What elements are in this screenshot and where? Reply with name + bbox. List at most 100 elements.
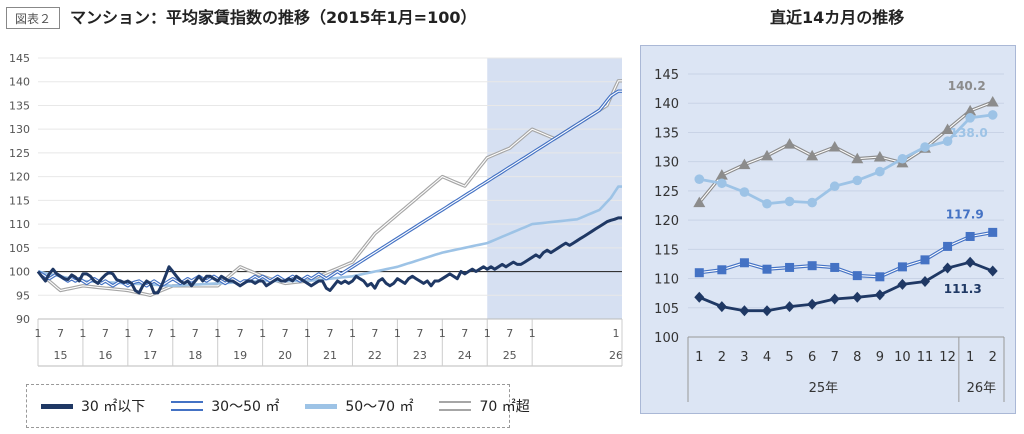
y-tick-label: 125	[654, 185, 679, 200]
marker-triangle	[738, 158, 751, 170]
x-tick-label: 4	[763, 350, 771, 365]
legend-swatch-over-70	[439, 401, 472, 411]
year-label: 26	[609, 349, 623, 362]
year-label: 16	[98, 349, 112, 362]
y-tick-label: 110	[9, 218, 30, 231]
marker-triangle	[828, 141, 841, 152]
marker-square	[897, 262, 907, 272]
group-label: 25年	[809, 381, 839, 396]
marker-triangle	[693, 196, 706, 208]
y-tick-label: 105	[9, 242, 30, 255]
marker-circle	[897, 153, 908, 164]
marker-diamond	[716, 301, 727, 313]
month-tick-label: 1	[394, 327, 401, 340]
legend-swatch-50-70	[305, 403, 338, 409]
marker-square	[785, 262, 795, 272]
marker-diamond	[897, 278, 908, 290]
main-chart-title: マンション：平均家賃指数の推移（2015年1月=100）	[70, 8, 477, 27]
y-tick-label: 140	[654, 97, 679, 112]
figure-label: 図表２	[6, 7, 60, 29]
month-tick-label: 7	[147, 327, 154, 340]
y-tick-label: 135	[654, 126, 679, 141]
y-tick-label: 145	[9, 52, 30, 65]
month-tick-label: 7	[102, 327, 109, 340]
month-tick-label: 1	[613, 327, 620, 340]
marker-triangle	[851, 152, 864, 164]
marker-square	[965, 231, 975, 241]
y-tick-label: 145	[654, 68, 679, 83]
month-tick-label: 1	[35, 327, 42, 340]
marker-circle	[875, 166, 885, 177]
marker-circle	[694, 174, 705, 184]
marker-triangle	[806, 149, 819, 161]
month-tick-label: 7	[506, 327, 513, 340]
legend-item-30-50: 30～50 ㎡	[171, 396, 279, 416]
year-label: 17	[143, 349, 157, 362]
marker-diamond	[942, 262, 953, 274]
legend-label-30-50: 30～50 ㎡	[211, 399, 280, 415]
marker-triangle	[964, 104, 977, 116]
marker-diamond	[987, 265, 998, 277]
marker-triangle	[715, 169, 728, 180]
month-tick-label: 7	[57, 327, 64, 340]
x-tick-label: 2	[718, 350, 726, 365]
legend-label-under-30: 30 ㎡以下	[81, 399, 146, 415]
marker-circle	[717, 178, 727, 189]
marker-square	[739, 258, 749, 268]
marker-diamond	[852, 291, 863, 303]
y-tick-label: 140	[9, 76, 30, 89]
x-tick-label: 11	[917, 350, 934, 365]
marker-diamond	[965, 256, 976, 268]
marker-triangle	[873, 150, 886, 162]
y-tick-label: 130	[654, 156, 679, 171]
month-tick-label: 1	[304, 327, 311, 340]
marker-diamond	[762, 305, 772, 317]
marker-diamond	[694, 291, 705, 303]
x-tick-label: 1	[695, 350, 703, 365]
marker-square	[807, 261, 817, 271]
marker-circle	[807, 197, 817, 208]
series-line-0	[36, 216, 622, 295]
marker-square	[694, 268, 704, 278]
y-tick-label: 135	[9, 99, 30, 112]
x-tick-label: 2	[989, 350, 997, 365]
x-tick-label: 3	[740, 350, 748, 365]
x-tick-label: 1	[966, 350, 974, 365]
month-tick-label: 7	[461, 327, 468, 340]
y-tick-label: 120	[654, 214, 679, 229]
x-tick-label: 9	[876, 350, 884, 365]
legend-label-over-70: 70 ㎡超	[479, 399, 530, 415]
marker-square	[988, 227, 998, 237]
month-tick-label: 1	[214, 327, 221, 340]
y-tick-label: 115	[9, 194, 30, 207]
year-label: 23	[413, 349, 427, 362]
month-tick-label: 1	[484, 327, 491, 340]
right-chart-title: 直近14カ月の推移	[770, 8, 905, 27]
marker-triangle	[941, 123, 954, 135]
month-tick-label: 7	[327, 327, 334, 340]
marker-square	[717, 265, 727, 275]
y-tick-label: 105	[654, 302, 679, 317]
marker-circle	[942, 136, 953, 147]
marker-diamond	[739, 305, 750, 317]
legend: 30 ㎡以下 30～50 ㎡ 50～70 ㎡ 70 ㎡超	[26, 384, 530, 428]
legend-item-50-70: 50～70 ㎡	[305, 396, 413, 416]
end-value-label: 111.3	[944, 282, 982, 296]
marker-square	[762, 264, 772, 274]
month-tick-label: 7	[416, 327, 423, 340]
marker-circle	[829, 181, 840, 192]
group-label: 26年	[967, 381, 997, 396]
marker-triangle	[783, 138, 796, 149]
marker-diamond	[829, 293, 840, 305]
month-tick-label: 1	[259, 327, 266, 340]
month-tick-label: 1	[439, 327, 446, 340]
legend-label-50-70: 50～70 ㎡	[345, 399, 414, 415]
marker-circle	[920, 142, 930, 152]
month-tick-label: 7	[192, 327, 199, 340]
year-label: 24	[458, 349, 472, 362]
marker-diamond	[784, 301, 795, 313]
year-label: 20	[278, 349, 292, 362]
highlight-band	[487, 58, 622, 319]
